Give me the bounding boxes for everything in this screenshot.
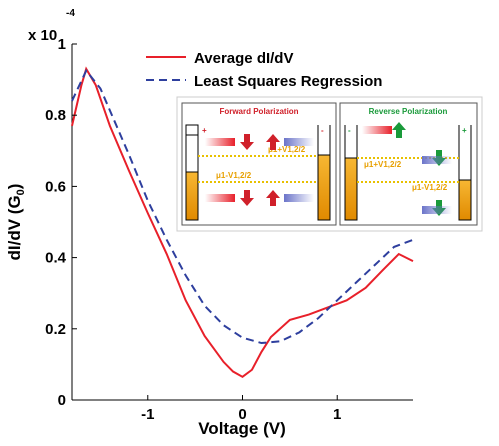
x-tick-label: -1 — [141, 406, 154, 423]
x-axis-label: Voltage (V) — [198, 419, 286, 438]
electron — [284, 138, 314, 146]
y-tick-label: 0.4 — [45, 250, 67, 267]
inset: Forward Polarization Reverse Polarizatio… — [176, 96, 483, 232]
spin-arrow — [266, 134, 280, 150]
y-tick-label: 1 — [58, 36, 66, 53]
electron — [422, 206, 452, 214]
y-tick-label: 0.2 — [45, 321, 66, 338]
y-tick-label: 0 — [58, 392, 66, 409]
level-label: μ1+V1,2/2 — [268, 145, 306, 154]
sign: + — [202, 126, 207, 135]
y-label-end: ) — [5, 184, 24, 190]
series-line — [71, 66, 414, 379]
panel-forward — [181, 102, 337, 226]
legend-label: Least Squares Regression — [194, 73, 382, 90]
spin-arrow — [240, 134, 254, 150]
sign: - — [348, 126, 351, 135]
y-label-sub: 0 — [15, 189, 27, 195]
sign: - — [321, 126, 324, 135]
electron — [284, 194, 314, 202]
x-tick-label: 0 — [238, 406, 246, 423]
electrode — [458, 179, 472, 221]
electrode — [344, 157, 358, 221]
legend: Average dI/dV Least Squares Regression — [146, 50, 382, 90]
panel-reverse — [339, 102, 478, 226]
y-tick-label: 0.8 — [45, 107, 66, 124]
electron — [205, 194, 235, 202]
electrode — [185, 124, 199, 136]
legend-label: Average dI/dV — [194, 50, 293, 67]
y-scale-exponent: -4 — [66, 8, 75, 19]
series-line — [71, 68, 414, 345]
electron — [362, 126, 392, 134]
electron — [422, 156, 452, 164]
y-label-text: dI/dV (G — [5, 195, 24, 260]
y-axis-label: dI/dV (G0) — [5, 184, 27, 261]
electrode — [317, 154, 331, 221]
y-scale: x 10 — [28, 27, 57, 44]
spin-arrow — [240, 190, 254, 206]
plot-area — [71, 66, 414, 379]
spin-arrow — [266, 190, 280, 206]
reverse-title: Reverse Polarization — [369, 107, 448, 116]
spin-arrow — [392, 122, 406, 138]
electrode — [185, 171, 199, 221]
level-label: μ1-V1,2/2 — [216, 171, 252, 180]
forward-title: Forward Polarization — [219, 107, 298, 116]
y-tick-label: 0.6 — [45, 178, 66, 195]
sign: + — [462, 126, 467, 135]
level-label: μ1+V1,2/2 — [364, 160, 402, 169]
level-label: μ1-V1,2/2 — [412, 183, 448, 192]
electron — [205, 138, 235, 146]
x-tick-label: 1 — [333, 406, 341, 423]
